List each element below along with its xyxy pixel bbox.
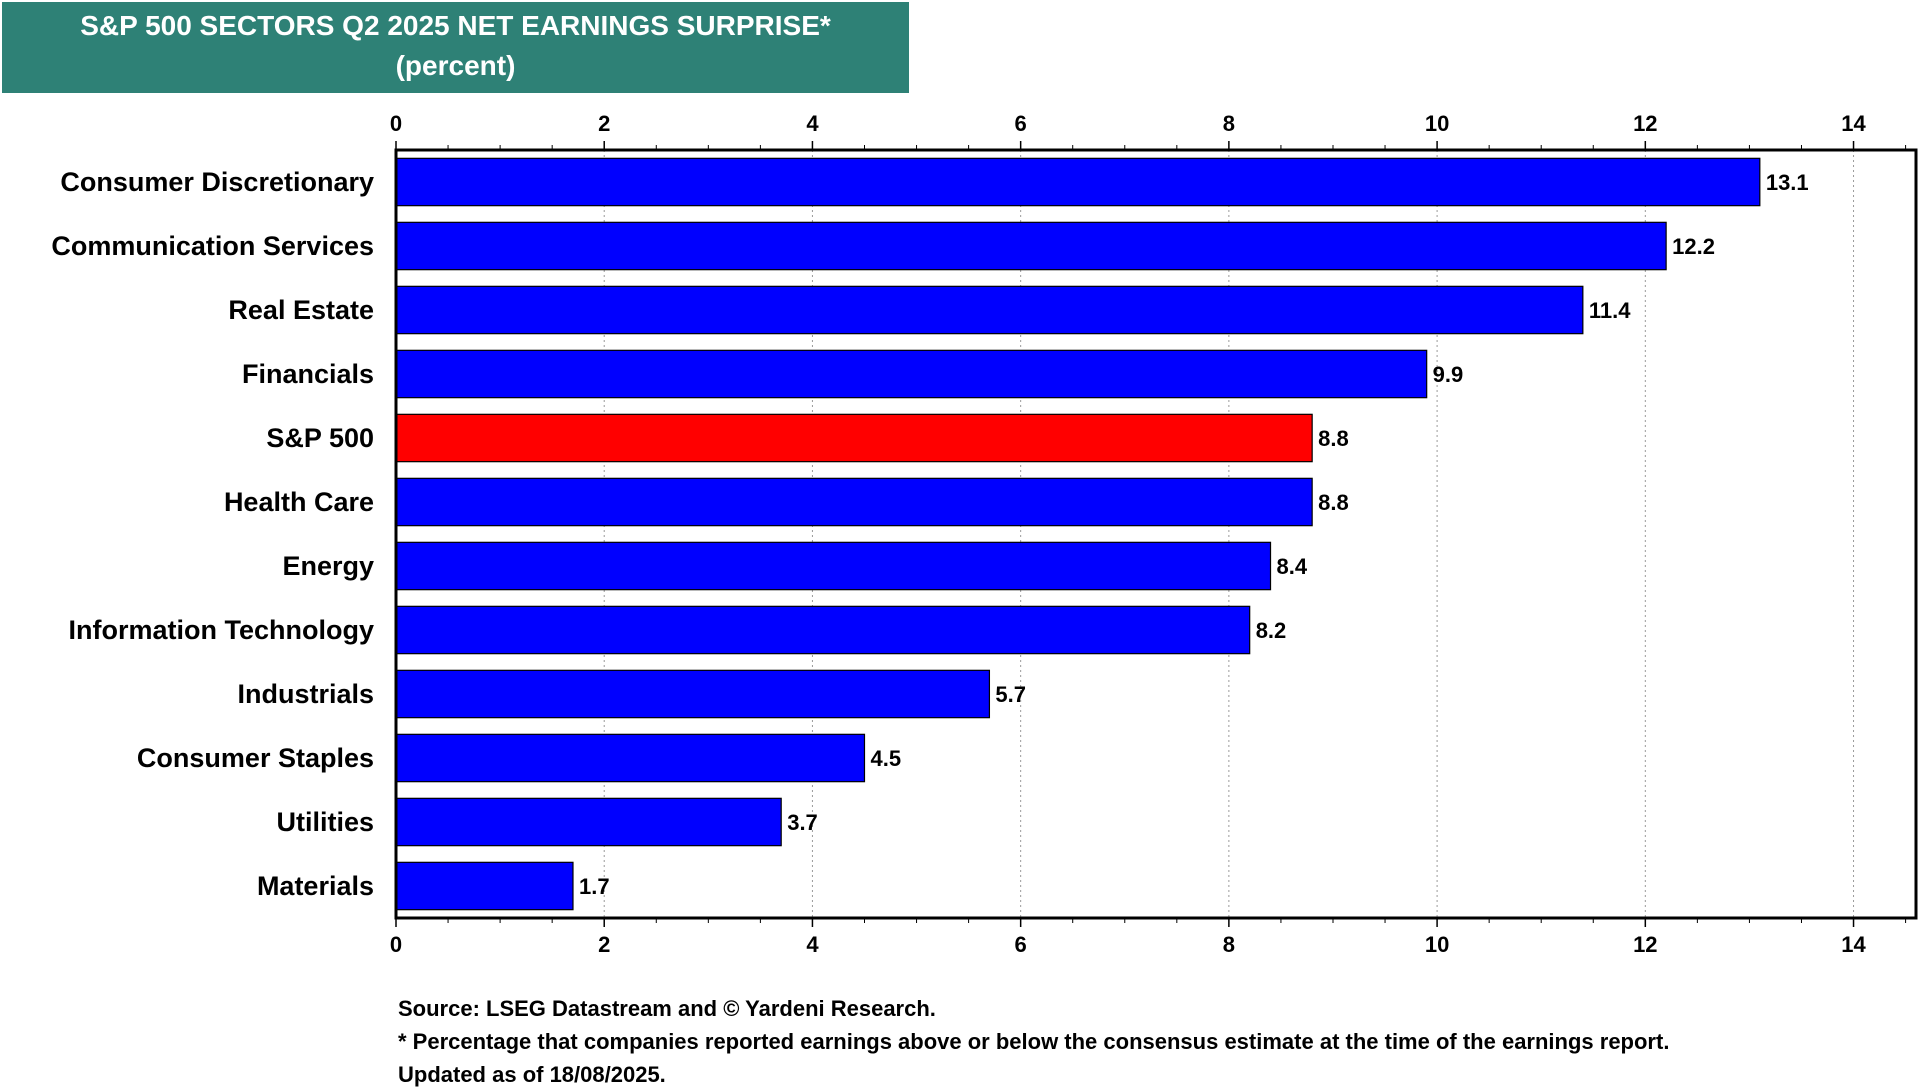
value-label: 13.1 [1766, 170, 1809, 195]
x-tick-label-bottom: 0 [390, 932, 402, 957]
category-label: Information Technology [69, 615, 375, 645]
grid-lines [603, 150, 1855, 918]
bar-0 [395, 157, 1761, 207]
value-label: 12.2 [1672, 234, 1715, 259]
bar-10 [395, 797, 782, 847]
value-label: 8.8 [1318, 426, 1349, 451]
category-label: Materials [257, 871, 374, 901]
bar-9 [395, 733, 866, 783]
category-label: Consumer Discretionary [60, 167, 374, 197]
bar-5 [395, 477, 1313, 527]
bar-7 [395, 605, 1251, 655]
value-label: 5.7 [995, 682, 1026, 707]
bar-3 [395, 349, 1428, 399]
x-tick-label-top: 2 [598, 111, 610, 136]
x-tick-label-bottom: 12 [1633, 932, 1657, 957]
bar-2 [395, 285, 1584, 335]
x-tick-label-top: 6 [1015, 111, 1027, 136]
category-labels: Consumer Discretionary Communication Serv… [51, 167, 374, 901]
chart-subtitle: (percent) [395, 50, 516, 81]
category-label: Utilities [276, 807, 374, 837]
x-tick-label-bottom: 2 [598, 932, 610, 957]
value-label: 8.8 [1318, 490, 1349, 515]
bar-11 [395, 861, 574, 911]
value-label: 4.5 [870, 746, 901, 771]
x-tick-label-bottom: 4 [806, 932, 819, 957]
bar-8 [395, 669, 991, 719]
x-tick-label-bottom: 14 [1841, 932, 1866, 957]
x-tick-label-top: 8 [1223, 111, 1235, 136]
bar-4 [395, 413, 1313, 463]
value-label: 1.7 [579, 874, 610, 899]
chart-notes: Source: LSEG Datastream and © Yardeni Re… [398, 992, 1669, 1091]
category-label: Industrials [237, 679, 374, 709]
chart-title-box: S&P 500 SECTORS Q2 2025 NET EARNINGS SUR… [2, 2, 909, 93]
bar-1 [395, 221, 1667, 271]
value-label: 11.4 [1589, 298, 1631, 323]
x-tick-label-bottom: 6 [1015, 932, 1027, 957]
x-tick-label-bottom: 8 [1223, 932, 1235, 957]
x-tick-label-top: 0 [390, 111, 402, 136]
category-label: Financials [242, 359, 374, 389]
plot-frame [394, 148, 1918, 920]
value-label: 8.2 [1256, 618, 1287, 643]
bar-6 [395, 541, 1272, 591]
updated-note: Updated as of 18/08/2025. [398, 1062, 666, 1087]
value-label: 8.4 [1277, 554, 1308, 579]
category-label: Consumer Staples [137, 743, 374, 773]
source-note: Source: LSEG Datastream and © Yardeni Re… [398, 996, 936, 1021]
x-tick-label-top: 4 [806, 111, 819, 136]
x-tick-label-top: 14 [1841, 111, 1866, 136]
bars [395, 157, 1761, 911]
chart-title: S&P 500 SECTORS Q2 2025 NET EARNINGS SUR… [80, 10, 831, 41]
x-axis-ticks: 0 0 2 2 4 4 6 6 8 8 10 10 12 12 14 14 [390, 111, 1867, 957]
category-label: S&P 500 [266, 423, 374, 453]
x-tick-label-top: 10 [1425, 111, 1449, 136]
category-label: Energy [282, 551, 374, 581]
value-label: 3.7 [787, 810, 818, 835]
category-label: Real Estate [228, 295, 374, 325]
value-label: 9.9 [1433, 362, 1464, 387]
x-tick-label-top: 12 [1633, 111, 1657, 136]
value-labels: 13.1 12.2 11.4 9.9 8.8 8.8 8.4 8.2 5.7 4.5 3.7 1.7 [579, 170, 1809, 899]
category-label: Health Care [224, 487, 374, 517]
x-tick-label-bottom: 10 [1425, 932, 1449, 957]
footnote: * Percentage that companies reported ear… [398, 1029, 1670, 1054]
category-label: Communication Services [51, 231, 374, 261]
